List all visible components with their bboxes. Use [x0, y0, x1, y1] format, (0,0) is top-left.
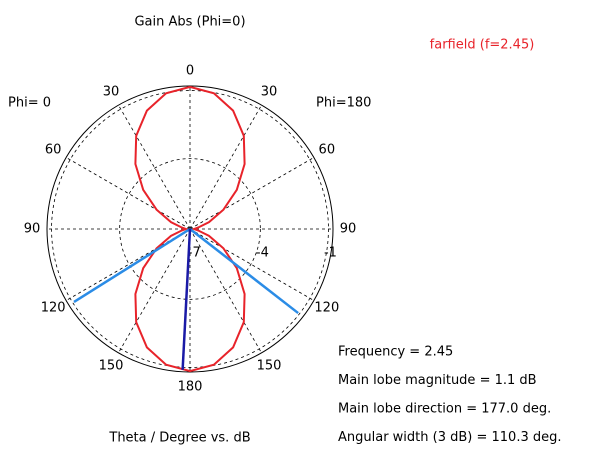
theta-tick-label: 30 [103, 85, 120, 100]
grid-spoke [119, 105, 191, 229]
grid-spoke [190, 229, 314, 301]
grid-spoke [119, 229, 191, 353]
beam-line [74, 229, 190, 302]
chart-subtitle: farfield (f=2.45) [430, 38, 535, 53]
grid-spoke [190, 158, 314, 230]
theta-tick-label: 120 [41, 301, 66, 316]
theta-tick-label: 0 [186, 64, 194, 79]
theta-tick-label: 90 [24, 222, 41, 237]
annotation: Angular width (3 dB) = 110.3 deg. [338, 430, 562, 445]
theta-tick-label: 60 [319, 143, 336, 158]
page: {"chart_data": { "type": "polar", "title… [0, 0, 611, 451]
grid-spoke [66, 158, 190, 230]
r-tick-label: -4 [256, 246, 269, 261]
theta-tick-label: 120 [314, 301, 339, 316]
theta-tick-label: 150 [257, 358, 282, 373]
theta-tick-label: 60 [45, 143, 62, 158]
annotation: Frequency = 2.45 [338, 345, 453, 360]
chart-title: Gain Abs (Phi=0) [134, 15, 245, 30]
theta-tick-label: 180 [178, 380, 203, 395]
annotation: Main lobe magnitude = 1.1 dB [338, 373, 537, 388]
x-axis-label: Theta / Degree vs. dB [108, 431, 250, 446]
chart: Gain Abs (Phi=0) farfield (f=2.45) Phi= … [0, 0, 611, 451]
left-label: Phi= 0 [8, 96, 51, 111]
annotation: Main lobe direction = 177.0 deg. [338, 402, 551, 417]
theta-tick-label: 150 [99, 358, 124, 373]
grid-spoke [190, 105, 262, 229]
theta-tick-label: 30 [261, 85, 278, 100]
theta-tick-label: 90 [340, 222, 357, 237]
right-label: Phi=180 [316, 96, 371, 111]
